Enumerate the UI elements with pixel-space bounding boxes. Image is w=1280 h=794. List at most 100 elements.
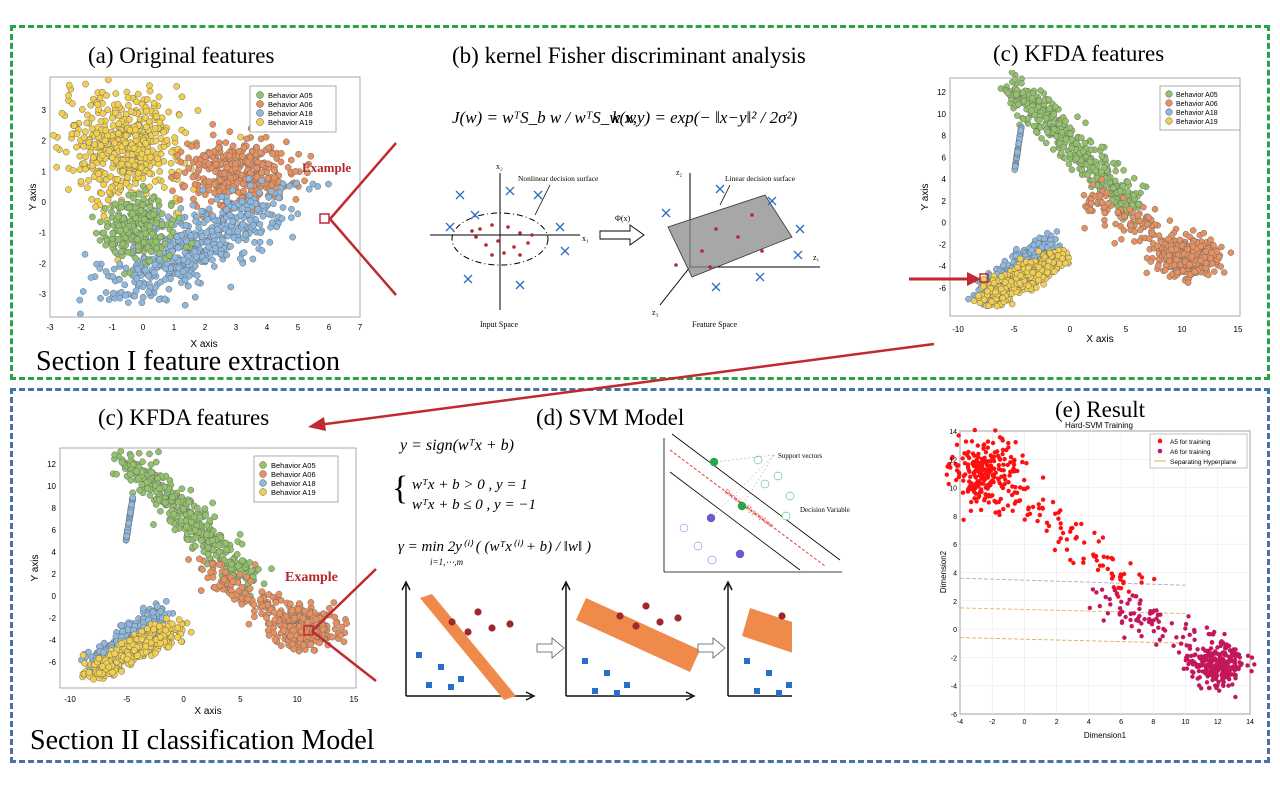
a06-point [243,573,250,581]
a18-point [149,608,157,616]
a06-point [197,587,205,594]
pa-y-tick: -2 [39,259,47,268]
a06-point [238,600,246,608]
a06-point [269,150,277,158]
a06-point [1202,248,1210,255]
a18-point [109,273,117,280]
a18-point [207,249,214,257]
pc-y-tick: -4 [939,262,947,271]
feature-class-cross [795,224,805,234]
a05-point [1098,168,1105,176]
a06-point [1216,253,1223,261]
a05-point [1065,160,1073,168]
a05-point [146,203,154,211]
a19-point [112,90,120,97]
input-class-dot [490,253,494,257]
input-class-dot [526,241,530,245]
a05-point [1044,128,1051,136]
a05-point [1014,112,1021,119]
a05-point [1068,166,1076,174]
feature-class-dot [736,235,740,239]
a05-point [182,243,190,251]
a05-point [1068,144,1075,152]
a05-point [167,202,175,209]
a18-point [189,201,197,209]
a05-point [144,485,151,492]
a19-point [144,148,151,156]
a18-point [246,216,254,224]
a18-point [198,207,205,215]
a18-point [141,266,149,274]
a18-point [309,180,317,188]
a18-point [214,226,221,234]
a06-point [1112,220,1119,228]
a19-point [143,107,150,115]
a05-point [149,194,156,201]
a06-point [295,600,303,607]
a19-point [173,83,180,90]
a06-point [1136,217,1144,225]
a06-point [214,144,222,152]
a18-point [116,276,123,284]
a05-point [102,241,110,249]
a06-point [1098,199,1106,206]
a18-point [225,228,233,236]
a19-point [1017,255,1024,263]
input-class-dot [518,253,522,257]
a19-point [84,111,91,119]
pc-y-tick: 12 [937,88,946,97]
a06-point [265,632,273,639]
a06-point [1189,243,1197,250]
a19-point [125,102,132,109]
kfda-objective-eq: J(w) = wᵀS_b w / wᵀS_w w [452,108,637,127]
a05-point [1042,115,1050,122]
a05-point [135,475,142,483]
a05-point [1062,136,1070,143]
a05-point [223,546,231,554]
a18-point [275,194,283,202]
a05-point [188,239,196,247]
a06-point [1184,246,1191,253]
a19-point [980,296,988,303]
a06-point [1197,243,1205,250]
a06-point [216,582,223,589]
a18-point [229,186,236,194]
a18-point [227,242,234,250]
a18-point [288,205,295,213]
a06-point [299,615,307,622]
a19-point [88,125,96,133]
a18-point [124,299,132,306]
a06-point [1080,191,1088,199]
a06-point [282,613,290,620]
a05-point [204,544,212,552]
a18-point [251,239,258,246]
a18-point [1012,162,1019,170]
a05-point [124,248,132,256]
panel-a-legend: Behavior A05 Behavior A06 Behavior A18 B… [249,85,337,133]
a05-point [187,509,194,517]
a06-point [264,174,272,182]
a19-point [970,297,978,305]
a18-point [325,180,332,188]
a05-point [1038,135,1045,142]
a06-point [338,623,346,631]
a06-point [265,144,272,152]
pc-y-tick: 10 [937,110,946,119]
a06-point [1191,268,1198,275]
feature-class-dot [760,249,764,253]
a18-point [85,648,92,656]
a19-point [1017,272,1024,279]
a18-point [249,255,257,263]
a06-point [1200,229,1208,237]
a06-point [295,150,302,158]
a18-point [226,211,234,219]
a18-point [180,256,188,264]
a05-point [126,269,134,277]
a19-point [107,184,115,192]
a05-point [111,248,119,256]
panel-a-example-box [319,213,330,224]
a18-point [254,205,262,213]
a19-point [142,123,150,131]
a19-point [76,152,84,160]
input-class-cross [455,190,465,200]
